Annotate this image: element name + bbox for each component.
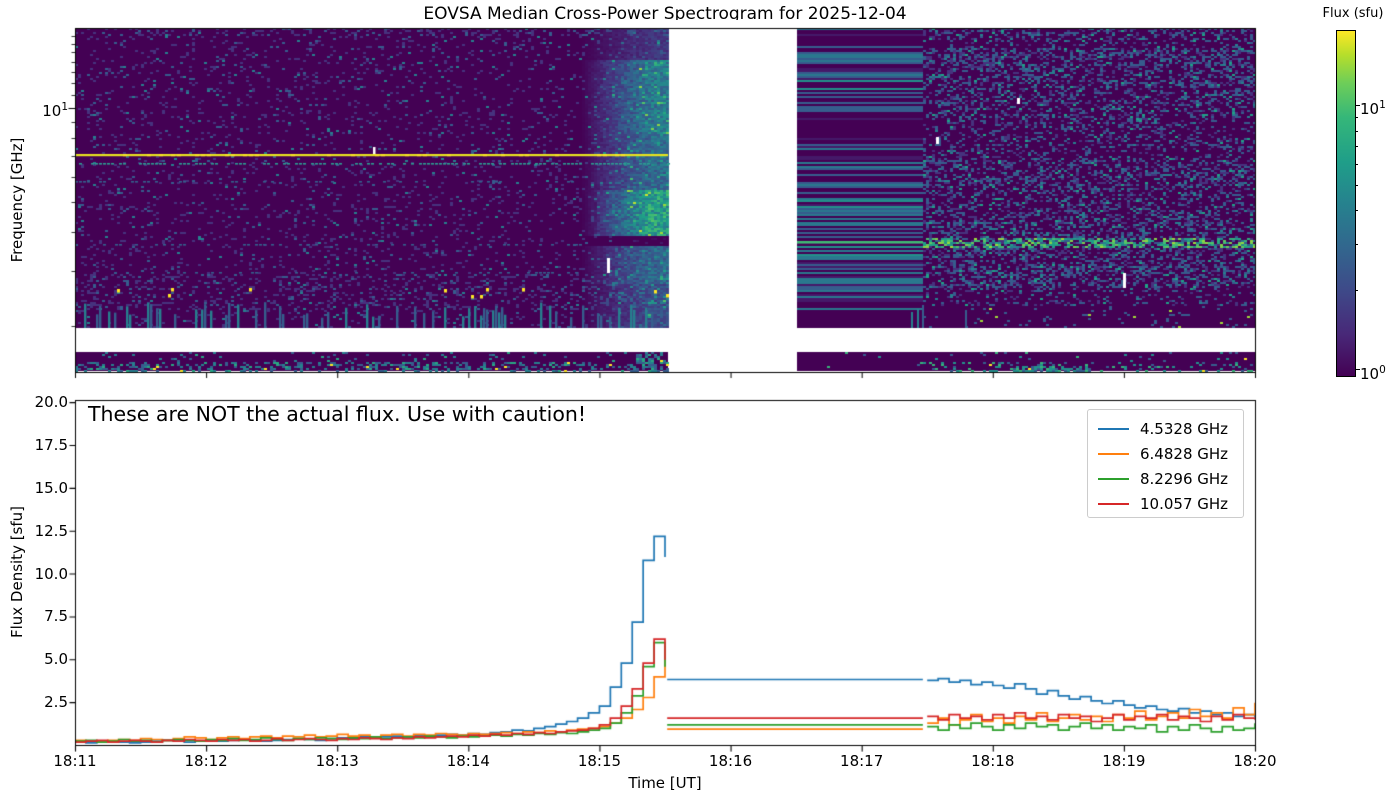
ts-ytick-label: 15.0 [34, 478, 68, 497]
colorbar-tick-label: 100 [1360, 364, 1386, 383]
legend-item: 6.4828 GHz [1088, 441, 1243, 466]
colorbar-minor-tick-mark [1355, 290, 1358, 291]
colorbar-tick-label: 101 [1360, 99, 1386, 118]
ts-xtick-label: 18:16 [708, 752, 753, 770]
colorbar-label: Flux (sfu) [1322, 6, 1384, 21]
legend-line-sample [1098, 477, 1129, 480]
ts-ytick-label: 5.0 [44, 650, 68, 669]
colorbar-tick-mark [1355, 105, 1360, 107]
colorbar-minor-tick-mark [1355, 185, 1358, 186]
spectrogram-canvas [60, 20, 1262, 380]
ts-xtick-label: 18:14 [446, 752, 490, 770]
colorbar-minor-tick-mark [1355, 164, 1358, 165]
spectrogram-y-axis-label: Frequency [GHz] [8, 137, 26, 263]
ts-xtick-label: 18:20 [1233, 752, 1277, 770]
legend-item: 4.5328 GHz [1088, 416, 1243, 441]
colorbar [1336, 30, 1356, 377]
ts-xtick-label: 18:11 [53, 752, 97, 770]
colorbar-minor-tick-mark [1355, 210, 1358, 211]
ts-xtick-label: 18:12 [184, 752, 228, 770]
legend-line-sample [1098, 427, 1129, 430]
ts-ytick-label: 7.5 [44, 607, 68, 626]
ts-xtick-label: 18:15 [577, 752, 622, 770]
ts-ytick-label: 17.5 [34, 435, 68, 454]
ts-xtick-label: 18:19 [1102, 752, 1146, 770]
ts-xtick-label: 18:17 [840, 752, 884, 770]
legend-label: 4.5328 GHz [1140, 419, 1229, 438]
legend: 4.5328 GHz 6.4828 GHz 8.2296 GHz 10.057 GHz [1087, 409, 1244, 518]
legend-item: 8.2296 GHz [1088, 466, 1243, 491]
ts-ytick-label: 12.5 [34, 521, 68, 540]
colorbar-minor-tick-mark [1355, 244, 1358, 245]
colorbar-minor-tick-mark [1355, 117, 1358, 118]
colorbar-minor-tick-mark [1355, 146, 1358, 147]
legend-label: 6.4828 GHz [1140, 444, 1229, 463]
ts-ytick-label: 20.0 [34, 393, 68, 412]
ts-xtick-label: 18:18 [971, 752, 1015, 770]
caution-annotation: These are NOT the actual flux. Use with … [88, 402, 587, 426]
legend-label: 10.057 GHz [1140, 494, 1229, 513]
timeseries-x-axis-label: Time [UT] [628, 774, 702, 792]
figure-title: EOVSA Median Cross-Power Spectrogram for… [423, 4, 907, 24]
legend-item: 10.057 GHz [1088, 491, 1243, 516]
ts-xtick-label: 18:13 [315, 752, 359, 770]
timeseries-canvas [60, 392, 1262, 752]
legend-line-sample [1098, 502, 1129, 505]
colorbar-tick-mark [1355, 369, 1360, 371]
legend-label: 8.2296 GHz [1140, 469, 1229, 488]
spectrogram-ytick-label: 101 [42, 101, 68, 120]
ts-ytick-label: 10.0 [34, 564, 68, 583]
colorbar-minor-tick-mark [1355, 131, 1358, 132]
legend-line-sample [1098, 452, 1129, 455]
ts-ytick-label: 2.5 [44, 693, 68, 712]
